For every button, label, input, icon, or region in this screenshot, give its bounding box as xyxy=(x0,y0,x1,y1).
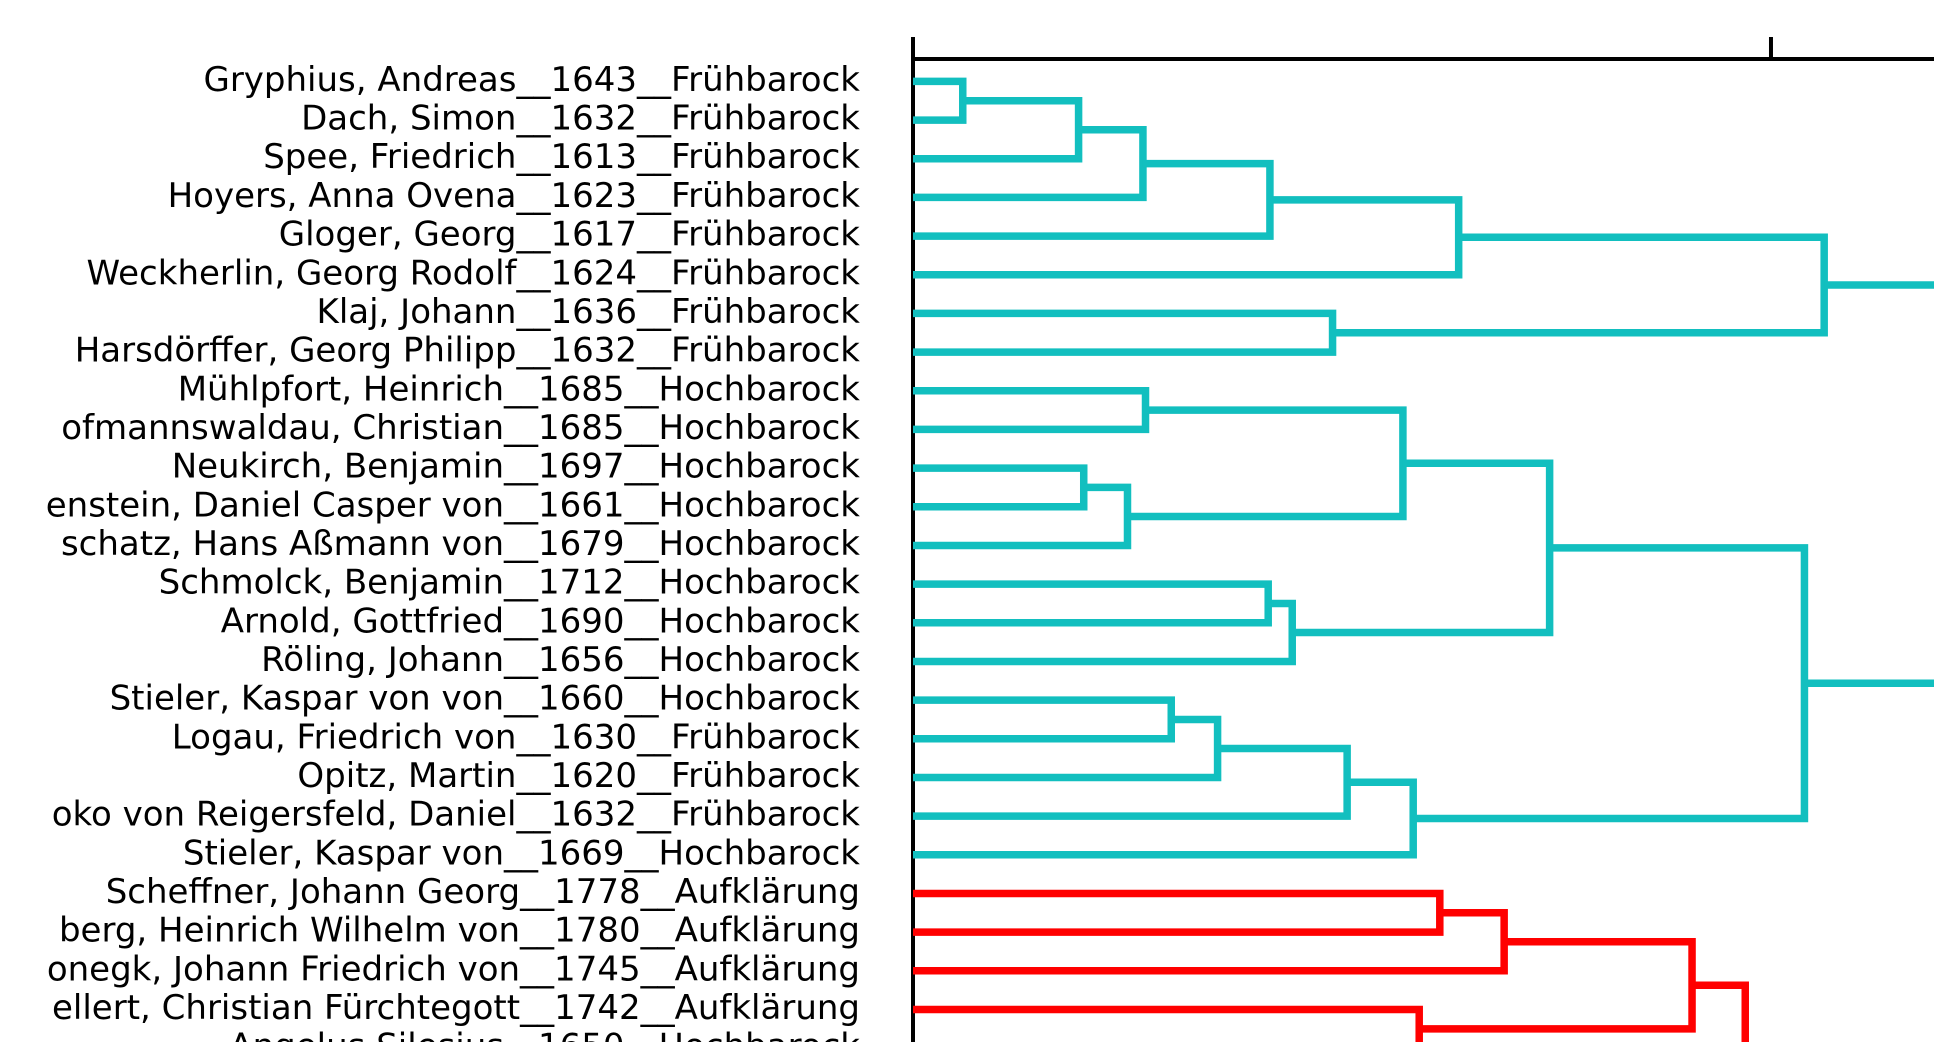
link xyxy=(913,580,1272,627)
link xyxy=(1332,233,1828,337)
link xyxy=(913,159,1274,240)
leaf-label: Klaj, Johann__1636__Frühbarock xyxy=(317,292,861,332)
leaf-label: Neukirch, Benjamin__1697__Hochbarock xyxy=(172,447,861,487)
leaf-label: Scheffner, Johann Georg__1778__Aufklärun… xyxy=(106,872,860,912)
link xyxy=(1413,544,1809,823)
link xyxy=(913,77,967,124)
leaf-label: Weckherlin, Georg Rodolf__1624__Frühbaro… xyxy=(87,253,861,293)
link xyxy=(1419,938,1696,1033)
leaf-label: Gloger, Georg__1617__Frühbarock xyxy=(279,215,861,255)
link xyxy=(913,464,1088,511)
leaf-label: enstein, Daniel Casper von__1661__Hochba… xyxy=(46,485,861,525)
link xyxy=(1127,406,1407,521)
leaf-label: Stieler, Kaspar von__1669__Hochbarock xyxy=(183,833,860,873)
link xyxy=(913,309,1337,356)
link xyxy=(913,483,1132,550)
leaf-label: schatz, Hans Aßmann von__1679__Hochbaroc… xyxy=(61,524,860,564)
link xyxy=(913,889,1444,936)
link xyxy=(1692,981,1749,1042)
leaf-label: oko von Reigersfeld, Daniel__1632__Frühb… xyxy=(52,795,861,835)
leaf-label: Dach, Simon__1632__Frühbarock xyxy=(301,99,860,139)
leaf-label: Opitz, Martin__1620__Frühbarock xyxy=(297,756,860,796)
leaf-label: Gryphius, Andreas__1643__Frühbarock xyxy=(203,60,860,100)
leaf-label: onegk, Johann Friedrich von__1745__Aufkl… xyxy=(47,949,860,989)
leaf-label: Logau, Friedrich von__1630__Frühbarock xyxy=(172,717,861,757)
link xyxy=(913,96,1083,163)
leaf-label: ofmannswaldau, Christian__1685__Hochbaro… xyxy=(61,408,860,448)
leaf-label: berg, Heinrich Wilhelm von__1780__Aufklä… xyxy=(59,911,860,951)
link xyxy=(913,909,1508,975)
leaf-label: Röling, Johann__1656__Hochbarock xyxy=(261,640,860,680)
link xyxy=(913,696,1175,743)
link xyxy=(913,1005,1423,1042)
link xyxy=(1804,281,1934,687)
link xyxy=(913,125,1147,202)
leaf-label: Hoyers, Anna Ovena__1623__Frühbarock xyxy=(168,176,861,216)
leaf-label: Schmolck, Benjamin__1712__Hochbarock xyxy=(159,563,861,603)
link xyxy=(913,744,1351,820)
leaf-label: Mühlpfort, Heinrich__1685__Hochbarock xyxy=(178,369,861,409)
leaf-label: Stieler, Kaspar von von__1660__Hochbaroc… xyxy=(110,679,861,719)
leaf-label: Spee, Friedrich__1613__Frühbarock xyxy=(263,137,860,177)
link xyxy=(913,715,1222,782)
link xyxy=(913,599,1296,666)
leaf-label: Harsdörffer, Georg Philipp__1632__Frühba… xyxy=(75,331,861,371)
leaf-label: Angelus Silesius__1650__Hochbarock xyxy=(229,1027,860,1042)
link xyxy=(913,387,1150,434)
leaf-label: Arnold, Gottfried__1690__Hochbarock xyxy=(221,601,861,641)
link xyxy=(913,778,1417,859)
link xyxy=(1292,459,1554,637)
leaf-label: ellert, Christian Fürchtegott__1742__Auf… xyxy=(52,988,860,1028)
